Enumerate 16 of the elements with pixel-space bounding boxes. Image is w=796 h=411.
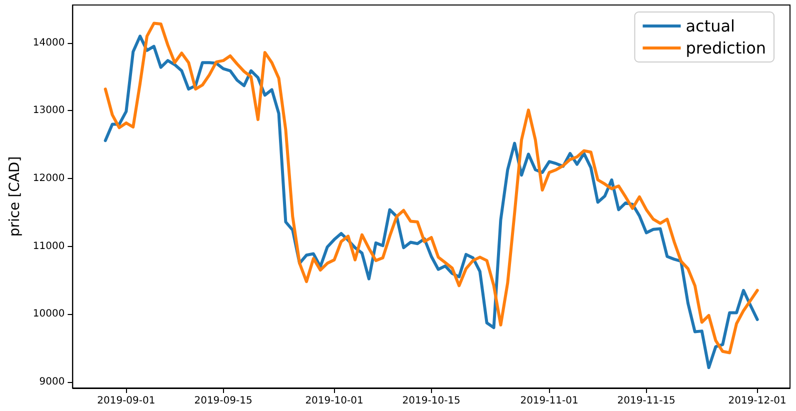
x-tick-label: 2019-11-01 bbox=[520, 396, 578, 406]
legend-label: actual bbox=[686, 16, 735, 36]
y-tick-label: 10000 bbox=[32, 308, 65, 320]
y-tick-label: 11000 bbox=[32, 240, 65, 252]
x-tick-label: 2019-11-15 bbox=[617, 396, 676, 406]
x-tick-label: 2019-12-01 bbox=[728, 396, 786, 406]
y-tick-label: 9000 bbox=[39, 376, 65, 388]
y-tick-label: 12000 bbox=[32, 173, 65, 184]
x-tick-label: 2019-09-01 bbox=[97, 396, 156, 406]
legend-label: prediction bbox=[686, 38, 766, 58]
x-tick-label: 2019-10-15 bbox=[402, 396, 460, 406]
y-axis-title: price [CAD] bbox=[7, 156, 23, 237]
y-tick-label: 13000 bbox=[32, 105, 65, 116]
y-tick-label: 14000 bbox=[32, 37, 65, 48]
x-tick-label: 2019-10-01 bbox=[305, 396, 364, 406]
x-tick-label: 2019-09-15 bbox=[194, 396, 252, 406]
